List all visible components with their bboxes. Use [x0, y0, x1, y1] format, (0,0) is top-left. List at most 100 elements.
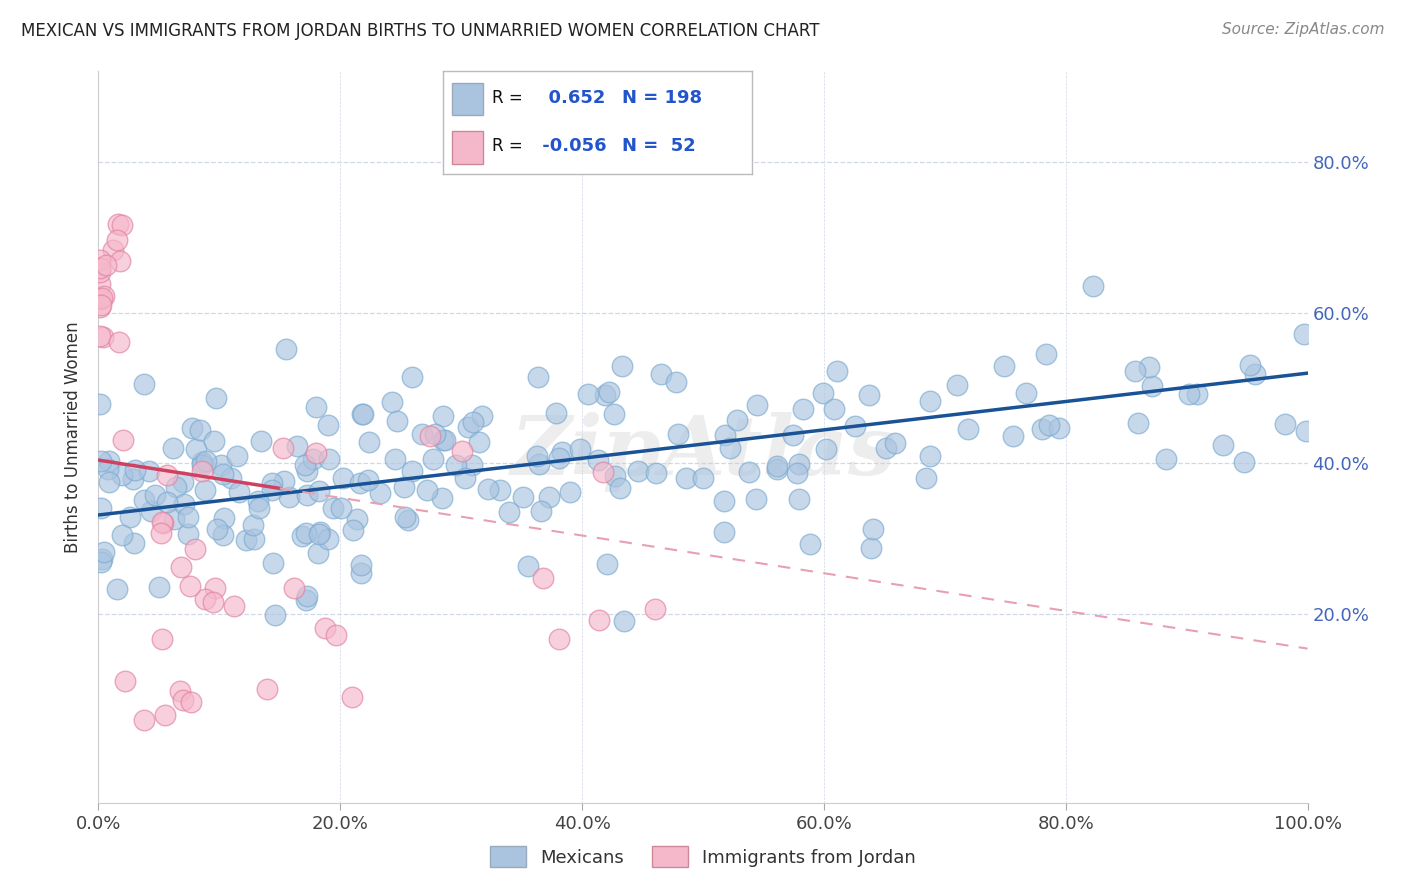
Point	[91, 330, 114, 344]
Point	[184, 442, 207, 457]
Point	[89, 301, 111, 315]
Point	[108, 334, 131, 349]
Point	[307, 546, 329, 560]
Point	[368, 486, 391, 500]
Text: R =: R =	[492, 137, 523, 155]
Point	[548, 632, 571, 647]
Point	[93, 545, 115, 559]
Point	[946, 377, 969, 392]
Point	[162, 441, 184, 455]
Point	[346, 512, 368, 526]
Point	[318, 452, 340, 467]
Point	[692, 471, 714, 485]
Point	[432, 409, 454, 424]
Point	[201, 594, 224, 608]
Point	[738, 465, 761, 479]
Point	[155, 468, 177, 483]
Text: N =  52: N = 52	[623, 137, 696, 155]
Point	[170, 560, 193, 574]
Text: ZipAtlas: ZipAtlas	[510, 412, 896, 491]
Point	[644, 601, 666, 615]
Point	[122, 536, 145, 550]
Point	[152, 516, 174, 530]
Text: 0.652: 0.652	[536, 89, 605, 107]
Point	[350, 558, 373, 572]
Point	[713, 494, 735, 508]
Point	[93, 289, 115, 303]
Point	[143, 487, 166, 501]
Point	[1187, 386, 1209, 401]
Point	[1038, 417, 1060, 432]
Point	[316, 417, 339, 432]
Point	[89, 277, 111, 291]
Point	[153, 707, 176, 722]
Point	[183, 542, 205, 557]
Point	[1140, 379, 1163, 393]
Point	[228, 485, 250, 500]
Point	[262, 556, 284, 570]
Point	[141, 504, 163, 518]
Point	[163, 512, 186, 526]
Point	[205, 522, 228, 536]
Point	[188, 423, 211, 437]
Point	[150, 516, 173, 530]
Point	[263, 607, 285, 622]
Point	[165, 480, 187, 494]
Text: -0.056: -0.056	[536, 137, 606, 155]
Point	[179, 579, 201, 593]
Point	[920, 394, 942, 409]
Point	[89, 252, 111, 267]
Point	[444, 458, 467, 472]
Point	[1031, 422, 1053, 436]
Point	[527, 457, 550, 471]
Point	[766, 458, 789, 473]
Point	[211, 467, 233, 481]
Point	[94, 258, 117, 272]
Point	[385, 414, 408, 428]
Point	[242, 518, 264, 533]
Point	[612, 359, 634, 373]
Point	[304, 401, 326, 415]
Point	[212, 511, 235, 525]
Point	[517, 558, 540, 573]
Point	[340, 690, 363, 704]
Point	[283, 581, 305, 595]
Point	[454, 471, 477, 485]
Point	[149, 526, 172, 541]
Point	[308, 483, 330, 498]
Point	[89, 265, 111, 279]
Point	[544, 406, 567, 420]
Point	[274, 343, 297, 357]
Point	[593, 388, 616, 402]
Point	[111, 218, 134, 232]
Point	[247, 494, 270, 508]
Point	[461, 415, 484, 429]
Point	[675, 471, 697, 485]
Point	[357, 435, 380, 450]
Point	[194, 591, 217, 606]
Point	[204, 582, 226, 596]
Point	[332, 471, 354, 485]
Point	[422, 451, 444, 466]
Point	[278, 490, 301, 504]
Point	[603, 469, 626, 483]
Point	[169, 684, 191, 698]
Point	[392, 480, 415, 494]
Point	[498, 505, 520, 519]
Point	[381, 395, 404, 409]
Point	[295, 526, 318, 541]
Point	[526, 450, 548, 464]
Point	[322, 500, 344, 515]
Point	[1178, 387, 1201, 401]
Point	[242, 532, 264, 546]
Point	[194, 453, 217, 467]
Point	[132, 493, 155, 508]
Point	[297, 487, 319, 501]
Point	[357, 473, 380, 487]
Point	[191, 458, 214, 472]
Point	[713, 524, 735, 539]
Point	[107, 217, 129, 231]
Point	[530, 504, 553, 518]
Point	[325, 628, 347, 642]
Point	[89, 328, 111, 343]
